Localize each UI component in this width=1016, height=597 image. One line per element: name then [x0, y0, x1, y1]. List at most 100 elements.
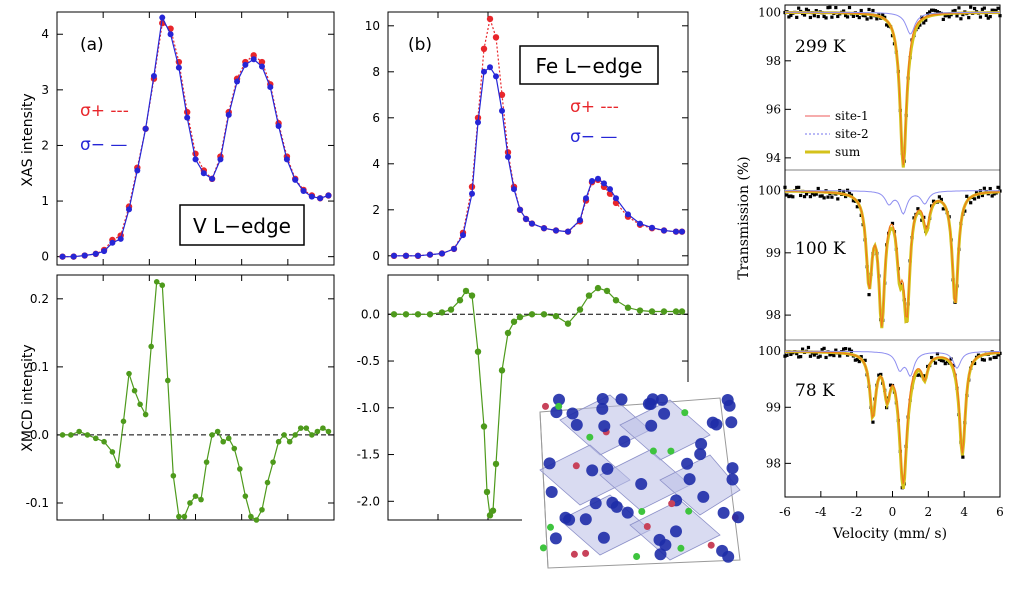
v-xmcd-ytick-label: 0.1: [30, 360, 49, 374]
moss-data-point: [810, 191, 814, 195]
moss-data-point: [941, 207, 945, 211]
moss-data-point: [834, 5, 838, 10]
panel-label-b: (b): [408, 35, 432, 55]
moss-data-point: [957, 6, 961, 10]
v-xmcd-series-point: [192, 493, 199, 499]
moss-data-point: [806, 345, 811, 350]
fe-xas-sigma-minus-point: [505, 153, 511, 160]
moss-data-point: [797, 355, 801, 359]
moss-data-point: [929, 355, 934, 360]
fe-xas-ytick-label: 0: [372, 249, 380, 263]
crystal-atom: [579, 513, 592, 526]
fe-xmcd-series-point: [516, 313, 524, 321]
fe-xmcd-series-point: [480, 423, 488, 430]
fe-xas-sigma-minus-point: [391, 252, 397, 259]
moss-data-point: [842, 347, 846, 351]
moss-data-point: [883, 15, 887, 19]
moss-data-point: [994, 9, 998, 13]
moss-data-point: [984, 13, 988, 17]
moss-data-point: [804, 7, 809, 11]
fe-xas-sigma-minus-point: [673, 228, 679, 235]
moss-data-point: [990, 194, 994, 198]
crystal-atom: [615, 393, 628, 406]
moss-data-point: [881, 13, 885, 17]
v-xas-sigma-minus-point: [292, 176, 299, 183]
crystal-atom: [601, 462, 614, 475]
moss-ytick-label: 96: [766, 102, 781, 116]
crystal-atom: [649, 447, 657, 455]
fe-xmcd-ytick-label: -0.5: [357, 354, 380, 368]
moss-data-point: [972, 6, 977, 11]
moss-data-point: [943, 362, 947, 366]
moss-data-point: [812, 14, 816, 18]
fe-xas-sigma-minus-point: [637, 220, 643, 227]
moss-data-point: [816, 186, 820, 191]
moss-data-point: [986, 16, 990, 20]
moss-data-point: [996, 353, 1000, 357]
moss-data-point: [797, 6, 801, 10]
moss-data-point: [797, 185, 801, 189]
crystal-structure-icon: [522, 382, 752, 582]
crystal-atom: [685, 507, 693, 515]
crystal-atom: [681, 409, 689, 417]
moss-data-point: [802, 195, 807, 199]
v-xmcd-series-point: [187, 500, 193, 506]
v-edge-label: V L−edge: [193, 214, 291, 238]
v-xmcd-series-point: [275, 438, 282, 445]
fe-xas-ytick-label: 4: [372, 157, 380, 171]
moss-data-point: [845, 188, 850, 192]
moss-data-point: [857, 199, 861, 203]
moss-data-point: [820, 194, 824, 198]
v-edge-box: [179, 204, 305, 246]
fe-xmcd-series-point: [447, 306, 455, 313]
moss-data-point: [800, 347, 805, 351]
moss-data-point: [931, 8, 936, 12]
moss-ytick-label: 100: [758, 5, 781, 19]
fe-xas-sigma-minus-point: [523, 216, 529, 222]
v-xas-sigma-minus-point: [150, 72, 157, 79]
v-xmcd-series-point: [225, 435, 232, 442]
fe-xas-sigma-minus-point: [595, 175, 601, 182]
moss-data-point: [998, 14, 1002, 18]
v-xmcd-series-point: [59, 432, 66, 438]
fe-xas-sigma-minus-line: [394, 66, 682, 257]
moss-site2-curve: [785, 350, 1000, 377]
v-xmcd-series-line: [62, 280, 329, 521]
moss-data-point: [928, 10, 932, 14]
moss-data-point: [842, 189, 846, 194]
v-xmcd-series-point: [242, 493, 249, 499]
moss-data-point: [859, 8, 863, 13]
fe-xas-ytick-label: 2: [372, 203, 380, 217]
moss-data-point: [818, 194, 822, 198]
fe-xmcd-series-point: [402, 311, 410, 318]
moss-xtick-label: -2: [851, 505, 863, 519]
moss-data-point: [808, 354, 813, 358]
moss-data-point: [789, 352, 793, 357]
moss-data-point: [855, 358, 859, 362]
moss-data-point: [890, 221, 895, 226]
fe-xas-sigma-minus-point: [415, 252, 421, 259]
crystal-atom: [726, 473, 739, 486]
moss-data-point: [830, 15, 834, 19]
crystal-atom: [721, 394, 734, 406]
moss-data-point: [967, 16, 971, 20]
moss-data-point: [879, 372, 883, 377]
fe-xas-sigma-minus-point: [469, 190, 475, 197]
crystal-atom: [553, 393, 565, 406]
v-xmcd-series-point: [314, 428, 321, 435]
fe-xmcd-series-point: [585, 292, 593, 299]
moss-data-point: [855, 205, 859, 209]
fe-xas-sigma-minus-point: [583, 195, 589, 202]
v-xas-ylabel: XAS intensity: [20, 93, 36, 186]
moss-xtick-label: -6: [779, 505, 791, 519]
v-xmcd-series-point: [181, 513, 188, 520]
fe-xas-sigma-minus-point: [565, 228, 571, 235]
v-xmcd-series-point: [92, 435, 99, 442]
fe-xas-sigma-minus-point: [493, 73, 499, 80]
v-xas-sigma-minus-point: [308, 193, 315, 200]
moss-data-point: [992, 8, 996, 12]
v-xas-sigma-minus-point: [109, 239, 116, 246]
moss-ytick-label: 100: [758, 184, 781, 198]
fe-xas-sigma-minus-point: [499, 107, 505, 114]
fe-xas-sigma-minus-point: [613, 195, 619, 202]
